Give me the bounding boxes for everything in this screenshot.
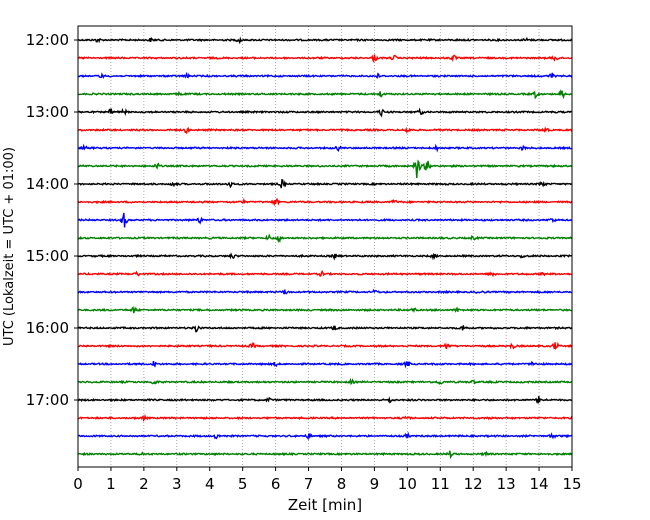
trace-1545 [77,306,573,314]
trace-1430 [77,212,573,228]
x-tick-label: 1 [106,475,116,493]
trace-1230 [77,71,573,79]
trace-1300 [77,107,573,118]
y-tick-label: 17:00 [26,391,69,409]
x-tick-label: 5 [238,475,248,493]
x-axis-ticks: 0 1 2 3 4 5 6 7 8 9 10 11 12 13 14 15 [73,467,582,493]
x-axis-label: Zeit [min] [288,496,362,514]
trace-1215 [77,54,573,64]
x-tick-label: 11 [431,475,450,493]
trace-1600 [77,325,573,333]
x-tick-label: 8 [337,475,347,493]
trace-1445 [77,233,573,244]
trace-1315 [77,126,573,135]
trace-1500 [77,252,573,261]
plot-frame [77,25,573,468]
seismic-traces [77,36,573,460]
trace-1715 [77,413,573,422]
y-tick-label: 16:00 [26,319,69,337]
trace-1245 [77,89,573,100]
x-tick-label: 6 [271,475,281,493]
y-axis-ticks: 12:00 13:00 14:00 15:00 16:00 17:00 [26,31,78,409]
trace-1415 [77,197,573,207]
trace-1400 [77,178,573,189]
trace-1345 [77,159,573,178]
x-tick-label: 2 [139,475,149,493]
trace-1330 [77,143,573,153]
trace-1645 [77,377,573,386]
x-tick-label: 4 [205,475,215,493]
y-tick-label: 14:00 [26,175,69,193]
y-tick-label: 12:00 [26,31,69,49]
x-tick-label: 3 [172,475,182,493]
trace-1730 [77,431,573,441]
trace-1200 [77,36,572,45]
trace-1615 [77,341,573,351]
x-tick-label: 13 [497,475,516,493]
x-tick-label: 7 [304,475,314,493]
x-tick-label: 12 [464,475,483,493]
y-tick-label: 13:00 [26,103,69,121]
trace-1745 [77,450,573,460]
x-tick-label: 15 [562,475,581,493]
x-tick-label: 9 [370,475,380,493]
y-axis-label: UTC (Lokalzeit = UTC + 01:00) [2,147,17,346]
trace-1700 [77,396,573,404]
x-tick-label: 14 [530,475,549,493]
trace-1530 [77,288,573,295]
trace-1630 [77,360,573,369]
x-tick-label: 0 [73,475,83,493]
trace-1515 [77,269,573,278]
y-tick-label: 15:00 [26,247,69,265]
x-tick-label: 10 [398,475,417,493]
